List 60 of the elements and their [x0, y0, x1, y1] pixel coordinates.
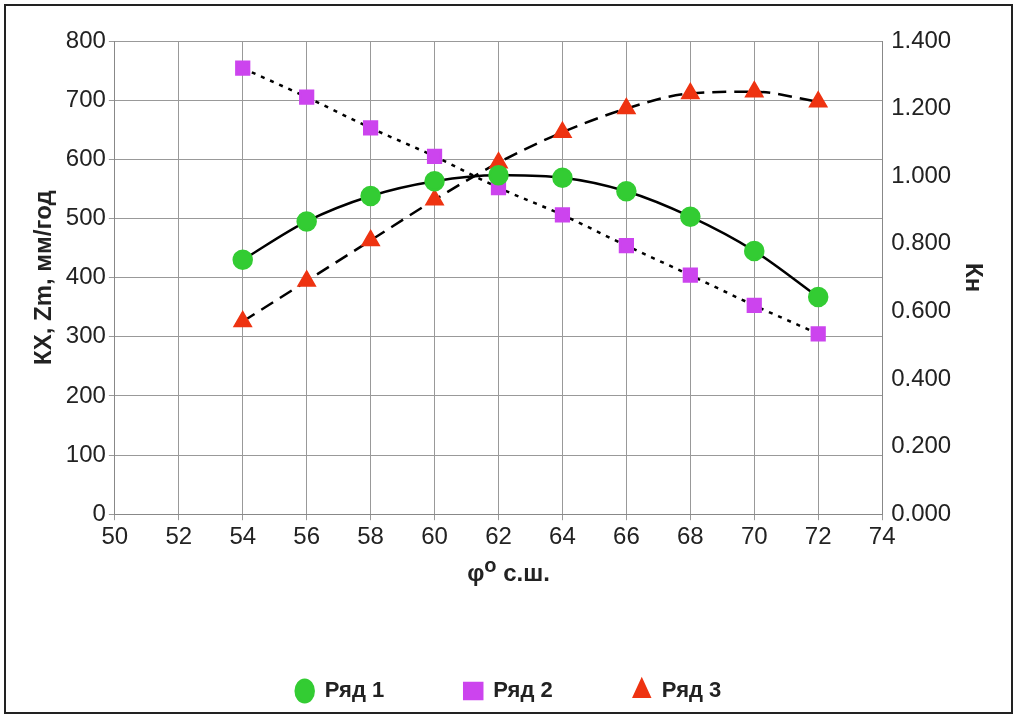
point [681, 83, 700, 100]
point [363, 120, 379, 136]
point [809, 91, 828, 108]
point [746, 297, 762, 314]
x-tick-label: 62 [485, 522, 512, 550]
y-tick-label: 300 [65, 321, 106, 349]
point [552, 167, 573, 188]
x-tick-label: 52 [165, 522, 193, 550]
point [618, 238, 634, 254]
point [235, 60, 251, 76]
x-tick-label: 58 [357, 522, 384, 550]
x-tick-label: 70 [740, 522, 768, 550]
y2-tick-label: 0.800 [891, 228, 952, 256]
x-tick-label: 56 [293, 522, 321, 550]
x-axis-title: φ$^{o}$ с.ш. [466, 554, 551, 588]
y-tick-label: 600 [65, 143, 106, 171]
point [810, 326, 826, 342]
x-tick-label: 60 [421, 522, 448, 550]
y2-axis-title: Кн [960, 263, 988, 293]
point [745, 81, 764, 98]
legend-label: Ряд 3 [661, 677, 722, 703]
x-tick-label: 72 [804, 522, 832, 550]
y2-tick-label: 0.200 [891, 431, 952, 459]
point [617, 98, 636, 115]
x-tick-label: 64 [549, 522, 576, 550]
point [680, 206, 701, 227]
y-tick-label: 700 [65, 84, 106, 112]
y2-tick-label: 1.400 [891, 25, 952, 53]
point [682, 267, 698, 283]
y2-tick-label: 1.000 [891, 160, 952, 188]
x-tick-label: 54 [229, 522, 257, 550]
point [554, 207, 571, 223]
y2-tick-label: 0.400 [891, 363, 952, 391]
legend-label: Ряд 1 [324, 677, 385, 703]
point [360, 185, 381, 207]
y-tick-label: 200 [65, 380, 106, 408]
y2-tick-label: 1.200 [891, 93, 952, 121]
legend-label: Ряд 2 [493, 677, 553, 703]
point [233, 311, 252, 328]
point [299, 89, 315, 105]
point [426, 148, 443, 164]
y-tick-label: 100 [65, 439, 106, 467]
point [744, 240, 765, 262]
x-tick-label: 68 [676, 522, 704, 550]
point [616, 180, 637, 202]
y2-tick-label: 0.600 [891, 296, 952, 324]
y-tick-label: 500 [65, 203, 106, 231]
point [425, 189, 444, 206]
point [807, 286, 829, 308]
y-tick-label: 800 [65, 25, 106, 53]
point [361, 230, 380, 247]
point [232, 249, 253, 271]
point [296, 211, 317, 232]
point [488, 165, 509, 186]
y-axis-title: КХ, Zm, мм/год [29, 190, 57, 365]
point [297, 270, 316, 287]
x-tick-label: 66 [613, 522, 640, 550]
y-tick-label: 400 [65, 262, 106, 290]
point [553, 122, 572, 139]
point [424, 170, 445, 192]
